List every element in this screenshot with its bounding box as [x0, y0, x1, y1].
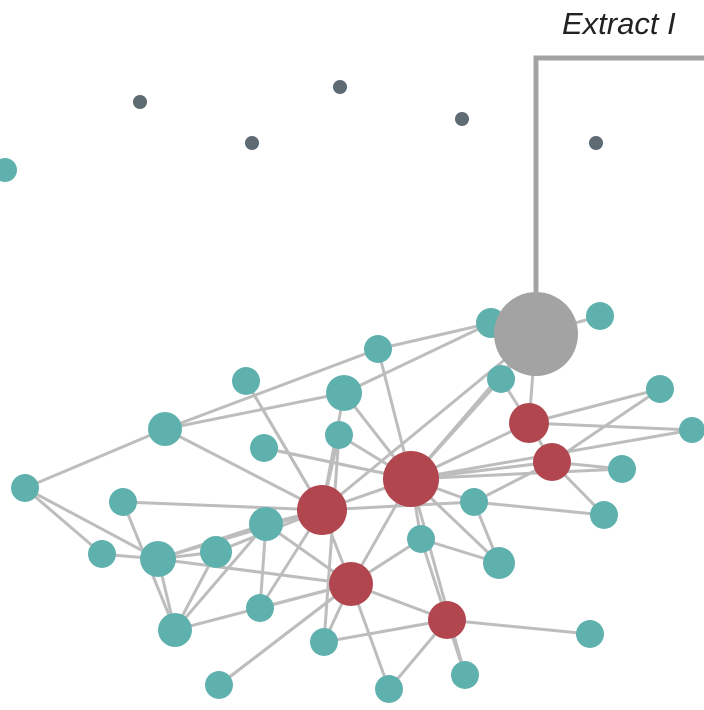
nodes-layer — [0, 80, 704, 703]
edge — [157, 557, 352, 586]
edge — [377, 321, 492, 351]
edge — [24, 486, 159, 561]
neighbor-node — [590, 501, 618, 529]
neighbor-node — [460, 488, 488, 516]
neighbor-node — [451, 661, 479, 689]
neighbor-node — [158, 613, 192, 647]
edge — [322, 434, 341, 643]
hub-node — [329, 562, 373, 606]
hub-node — [297, 485, 347, 535]
neighbor-node — [205, 671, 233, 699]
edge — [24, 427, 166, 490]
neighbor-node — [246, 594, 274, 622]
neighbor-node — [250, 434, 278, 462]
neighbor-node — [646, 375, 674, 403]
hub-node — [383, 451, 439, 507]
edge — [409, 478, 467, 676]
edge — [473, 500, 605, 517]
edge — [122, 500, 323, 512]
neighbor-node — [140, 541, 176, 577]
edge — [164, 347, 379, 431]
edge — [321, 332, 537, 512]
neighbor-node — [679, 417, 704, 443]
edge — [218, 582, 352, 687]
edge — [321, 500, 475, 512]
isolated-node — [455, 112, 469, 126]
hub-node — [509, 403, 549, 443]
hub-node — [533, 443, 571, 481]
isolated-node — [589, 136, 603, 150]
neighbor-node — [0, 158, 17, 182]
neighbor-node — [375, 675, 403, 703]
neighbor-node — [109, 488, 137, 516]
neighbor-node — [586, 302, 614, 330]
neighbor-node — [487, 365, 515, 393]
neighbor-node — [249, 507, 283, 541]
neighbor-node — [310, 628, 338, 656]
edge — [446, 618, 591, 636]
edge — [164, 427, 323, 512]
neighbor-node — [325, 421, 353, 449]
edge — [528, 387, 661, 425]
edge — [551, 387, 661, 464]
neighbor-node — [11, 474, 39, 502]
neighbor-node — [576, 620, 604, 648]
edge — [164, 391, 345, 431]
edge — [343, 321, 492, 395]
highlighted-node — [494, 292, 578, 376]
callout-leader-line — [533, 55, 704, 292]
neighbor-node — [232, 367, 260, 395]
isolated-node — [133, 95, 147, 109]
neighbor-node — [200, 536, 232, 568]
isolated-node — [245, 136, 259, 150]
neighbor-node — [608, 455, 636, 483]
isolated-node — [333, 80, 347, 94]
edge — [410, 467, 623, 481]
edge — [528, 421, 693, 432]
hub-node — [428, 601, 466, 639]
neighbor-node — [326, 375, 362, 411]
neighbor-node — [407, 525, 435, 553]
callout-label: Extract I — [562, 6, 676, 41]
edge — [173, 523, 268, 631]
neighbor-node — [148, 412, 182, 446]
neighbor-node — [88, 540, 116, 568]
edge — [24, 486, 103, 556]
edge — [323, 618, 448, 644]
neighbor-node — [364, 335, 392, 363]
neighbor-node — [483, 547, 515, 579]
